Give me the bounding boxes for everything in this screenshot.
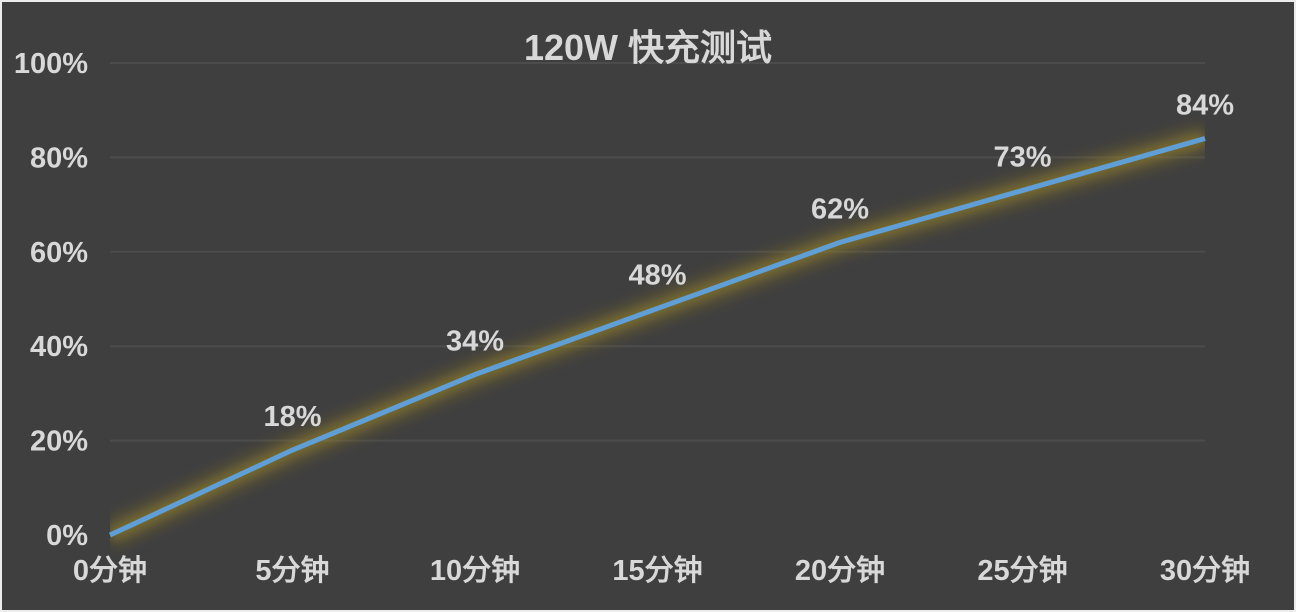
y-tick-label: 20%	[30, 426, 88, 458]
x-tick-label: 15分钟	[612, 554, 702, 587]
x-tick-label: 20分钟	[795, 554, 885, 587]
series-line-glow	[110, 126, 1205, 547]
y-tick-label: 0%	[46, 520, 88, 552]
data-label: 48%	[628, 259, 686, 291]
x-tick-label: 10分钟	[430, 554, 520, 587]
gridlines	[110, 62, 1205, 442]
y-tick-label: 40%	[30, 331, 88, 363]
x-tick-label: 5分钟	[255, 554, 329, 587]
y-tick-label: 60%	[30, 237, 88, 269]
y-tick-label: 80%	[30, 142, 88, 174]
chart-title: 120W 快充测试	[524, 27, 772, 68]
data-label: 73%	[993, 141, 1051, 173]
y-axis-tick-labels: 100% 80% 60% 40% 20% 0%	[14, 48, 88, 552]
data-label: 18%	[263, 401, 321, 433]
x-tick-label: 25分钟	[977, 554, 1067, 587]
data-label: 84%	[1176, 90, 1234, 122]
data-labels: 18% 34% 48% 62% 73% 84%	[263, 90, 1234, 434]
x-tick-label: 0分钟	[73, 554, 147, 587]
x-tick-label: 30分钟	[1160, 554, 1250, 587]
x-axis-tick-labels: 0分钟 5分钟 10分钟 15分钟 20分钟 25分钟 30分钟	[73, 554, 1250, 587]
data-label: 34%	[446, 326, 504, 358]
data-label: 62%	[811, 193, 869, 225]
y-tick-label: 100%	[14, 48, 88, 80]
series-line	[108, 136, 1206, 538]
